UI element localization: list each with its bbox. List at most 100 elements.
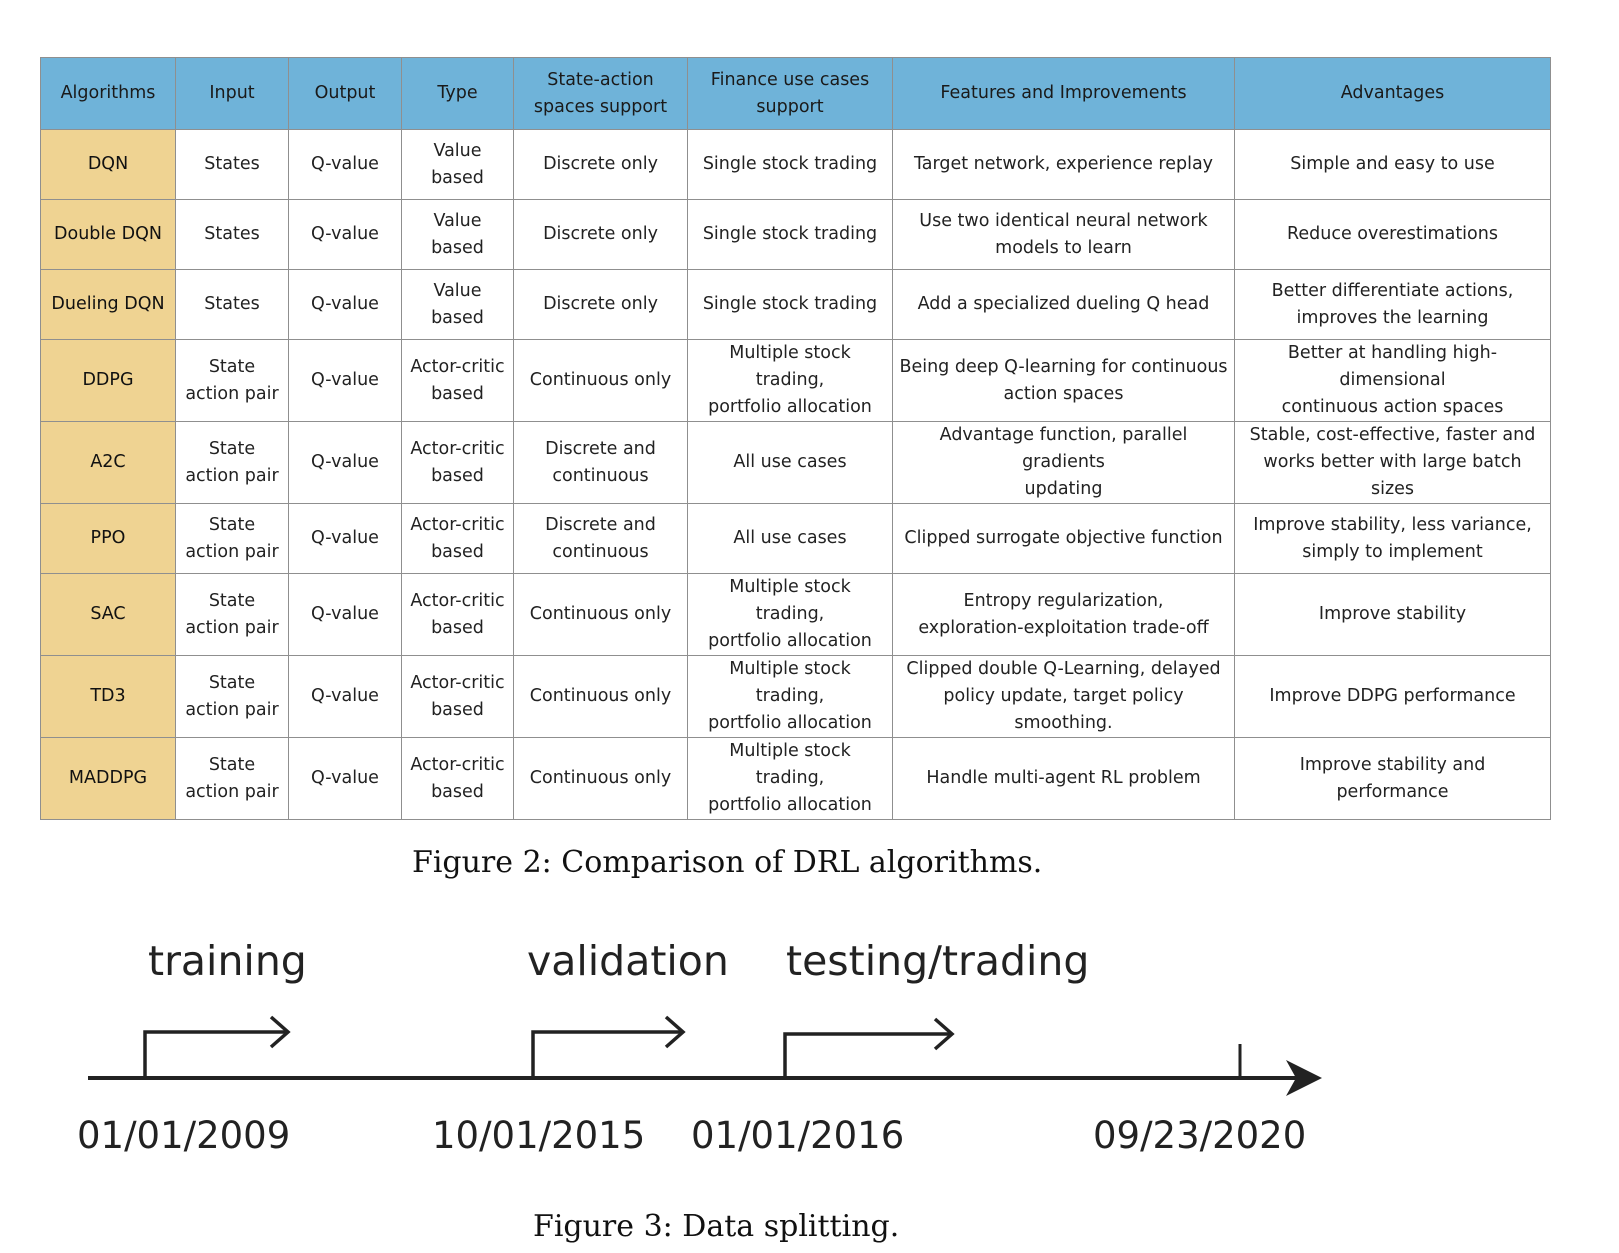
date-label-testing-start: 01/01/2016 xyxy=(691,1114,905,1157)
table-cell: States xyxy=(175,129,289,200)
table-row: Dueling DQN States Q-value Value based Discr… xyxy=(40,269,1551,340)
cell-text: SAC xyxy=(90,604,126,624)
cell-text: DDPG xyxy=(82,370,134,390)
table-cell: All use cases xyxy=(687,503,893,574)
cell-text: Better differentiate actions, improves t… xyxy=(1271,280,1514,328)
table-cell: Multiple stock trading, portfolio alloca… xyxy=(687,655,893,738)
table-cell: Discrete only xyxy=(513,199,688,270)
table-cell: State action pair xyxy=(175,737,289,820)
phase-label-training: training xyxy=(148,937,307,985)
timeline-arrowhead xyxy=(1286,1060,1322,1096)
table-cell: Q-value xyxy=(288,199,402,270)
cell-text: Value based xyxy=(431,280,484,328)
table-cell: Discrete only xyxy=(513,129,688,200)
testing-arrow xyxy=(783,1017,955,1078)
cell-text: Q-value xyxy=(311,686,379,706)
table-cell: Target network, experience replay xyxy=(892,129,1235,200)
cell-text: Actor-critic based xyxy=(410,514,505,562)
algorithm-name-cell: PPO xyxy=(40,503,176,574)
table-cell: Q-value xyxy=(288,129,402,200)
table-cell: Discrete only xyxy=(513,269,688,340)
algorithm-name-cell: SAC xyxy=(40,573,176,656)
table-cell: Q-value xyxy=(288,339,402,422)
table-cell: Single stock trading xyxy=(687,199,893,270)
algorithm-name-cell: TD3 xyxy=(40,655,176,738)
table-body: DQN States Q-value Value based Discrete only… xyxy=(40,129,1551,820)
cell-text: Q-value xyxy=(311,768,379,788)
cell-text: Discrete only xyxy=(543,154,658,174)
table-cell: Multiple stock trading, portfolio alloca… xyxy=(687,737,893,820)
cell-text: Reduce overestimations xyxy=(1287,224,1498,244)
cell-text: Entropy regularization, exploration-expl… xyxy=(918,590,1209,638)
table-cell: Improve DDPG performance xyxy=(1234,655,1551,738)
cell-text: Actor-critic based xyxy=(410,438,505,486)
table-cell: State action pair xyxy=(175,339,289,422)
cell-text: Clipped double Q-Learning, delayed polic… xyxy=(906,659,1221,733)
cell-text: PPO xyxy=(90,528,126,548)
table-cell: Simple and easy to use xyxy=(1234,129,1551,200)
cell-text: Continuous only xyxy=(529,604,672,624)
table-cell: Q-value xyxy=(288,421,402,504)
cell-text: Better at handling high-dimensional cont… xyxy=(1281,343,1504,417)
cell-text: Discrete and continuous xyxy=(545,438,656,486)
column-header: State-action spaces support xyxy=(513,57,688,130)
cell-text: All use cases xyxy=(733,452,847,472)
cell-text: State action pair xyxy=(185,356,279,404)
table-cell: State action pair xyxy=(175,503,289,574)
cell-text: States xyxy=(204,224,260,244)
table-cell: Clipped double Q-Learning, delayed polic… xyxy=(892,655,1235,738)
table-cell: Value based xyxy=(401,199,514,270)
table-cell: Being deep Q-learning for continuous act… xyxy=(892,339,1235,422)
cell-text: Target network, experience replay xyxy=(913,154,1214,174)
algorithm-name-cell: Double DQN xyxy=(40,199,176,270)
column-header: Algorithms xyxy=(40,57,176,130)
algorithm-name-cell: DQN xyxy=(40,129,176,200)
table-row: SAC State action pair Q-value Actor-critic … xyxy=(40,573,1551,656)
cell-text: Single stock trading xyxy=(702,224,878,244)
cell-text: Q-value xyxy=(311,154,379,174)
cell-text: Continuous only xyxy=(529,686,672,706)
column-header-label: Output xyxy=(314,83,376,103)
cell-text: MADDPG xyxy=(68,768,148,788)
table-cell: States xyxy=(175,269,289,340)
cell-text: Value based xyxy=(431,210,484,258)
cell-text: Q-value xyxy=(311,604,379,624)
cell-text: A2C xyxy=(90,452,126,472)
cell-text: Advantage function, parallel gradients u… xyxy=(939,425,1188,499)
phase-label-validation: validation xyxy=(527,937,729,985)
column-header: Type xyxy=(401,57,514,130)
cell-text: State action pair xyxy=(185,590,279,638)
cell-text: Multiple stock trading, portfolio alloca… xyxy=(708,343,872,417)
table-cell: Actor-critic based xyxy=(401,655,514,738)
table-cell: Advantage function, parallel gradients u… xyxy=(892,421,1235,504)
algorithm-name-cell: A2C xyxy=(40,421,176,504)
cell-text: State action pair xyxy=(185,514,279,562)
column-header-label: State-action spaces support xyxy=(533,69,668,117)
cell-text: Q-value xyxy=(311,452,379,472)
cell-text: Double DQN xyxy=(54,224,162,244)
table-cell: Stable, cost-effective, faster and works… xyxy=(1234,421,1551,504)
cell-text: Discrete and continuous xyxy=(545,514,656,562)
cell-text: Improve stability, less variance, simply… xyxy=(1253,514,1532,562)
cell-text: Stable, cost-effective, faster and works… xyxy=(1249,425,1536,499)
table-cell: Handle multi-agent RL problem xyxy=(892,737,1235,820)
cell-text: Improve DDPG performance xyxy=(1269,686,1516,706)
table-cell: Q-value xyxy=(288,737,402,820)
table-cell: Discrete and continuous xyxy=(513,421,688,504)
cell-text: Improve stability xyxy=(1318,604,1467,624)
cell-text: Use two identical neural network models … xyxy=(919,210,1208,258)
cell-text: Q-value xyxy=(311,370,379,390)
cell-text: State action pair xyxy=(185,754,279,802)
table-cell: Value based xyxy=(401,269,514,340)
cell-text: Handle multi-agent RL problem xyxy=(926,768,1201,788)
table-cell: Improve stability xyxy=(1234,573,1551,656)
table-cell: Use two identical neural network models … xyxy=(892,199,1235,270)
column-header: Input xyxy=(175,57,289,130)
column-header: Finance use cases support xyxy=(687,57,893,130)
table-cell: State action pair xyxy=(175,655,289,738)
cell-text: State action pair xyxy=(185,672,279,720)
column-header: Features and Improvements xyxy=(892,57,1235,130)
table-cell: Continuous only xyxy=(513,737,688,820)
table-cell: Q-value xyxy=(288,573,402,656)
validation-arrow xyxy=(531,1015,686,1078)
